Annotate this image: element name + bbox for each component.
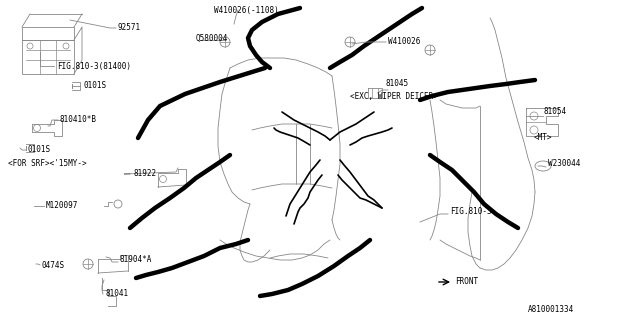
Text: 81054: 81054 [543, 108, 566, 116]
Text: W410026: W410026 [388, 37, 420, 46]
Text: 81045: 81045 [386, 79, 409, 89]
Text: FRONT: FRONT [455, 277, 478, 286]
Text: W410026(-1108): W410026(-1108) [214, 5, 279, 14]
Text: 81922: 81922 [133, 170, 156, 179]
Text: 0474S: 0474S [42, 260, 65, 269]
Text: FIG.810-3: FIG.810-3 [450, 207, 492, 217]
Text: <MT>: <MT> [534, 133, 552, 142]
Text: 81041: 81041 [106, 290, 129, 299]
Text: M120097: M120097 [46, 202, 78, 211]
Text: Q580004: Q580004 [196, 34, 228, 43]
Text: <FOR SRF><'15MY->: <FOR SRF><'15MY-> [8, 158, 86, 167]
Text: 81904*A: 81904*A [120, 255, 152, 265]
Text: <EXC, WIPER DEICER>: <EXC, WIPER DEICER> [350, 92, 438, 101]
Text: 92571: 92571 [118, 23, 141, 33]
Text: 0101S: 0101S [28, 146, 51, 155]
Text: 810410*B: 810410*B [60, 116, 97, 124]
Text: A810001334: A810001334 [528, 306, 574, 315]
Text: FIG.810-3(81400): FIG.810-3(81400) [57, 61, 131, 70]
Text: 0101S: 0101S [83, 82, 106, 91]
Text: W230044: W230044 [548, 159, 580, 169]
